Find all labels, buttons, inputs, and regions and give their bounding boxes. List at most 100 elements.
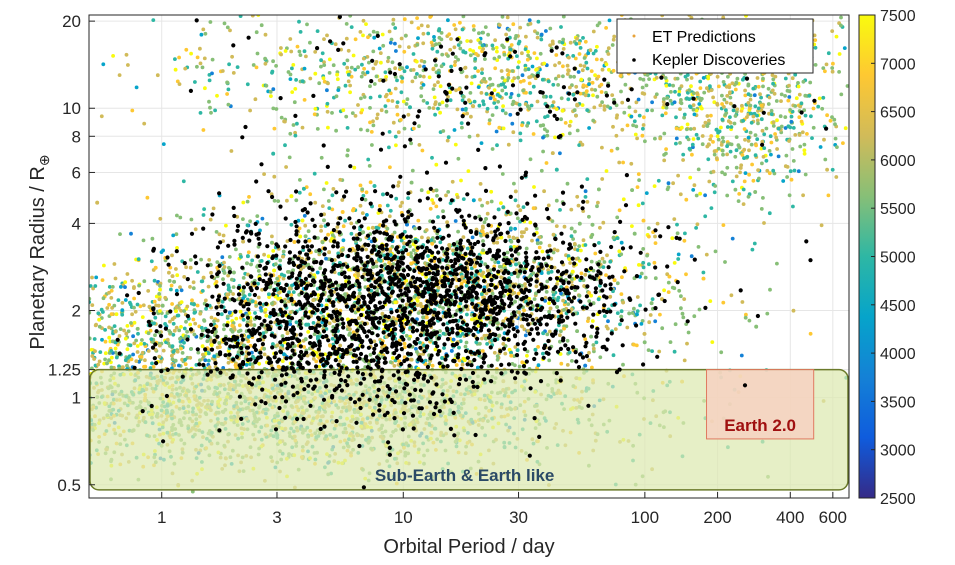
et-point xyxy=(189,347,194,351)
et-point xyxy=(677,288,682,293)
et-point xyxy=(530,238,534,243)
et-point xyxy=(434,188,439,193)
et-point xyxy=(555,248,560,253)
et-point xyxy=(215,345,220,350)
et-point xyxy=(367,164,372,168)
et-point xyxy=(538,241,543,245)
et-point xyxy=(280,334,285,338)
et-point xyxy=(481,239,485,243)
et-point xyxy=(572,242,577,246)
et-point xyxy=(226,356,231,360)
et-point xyxy=(260,287,264,292)
et-point xyxy=(160,303,165,308)
et-point xyxy=(635,295,640,299)
et-point xyxy=(653,319,658,324)
et-point xyxy=(154,294,159,299)
et-point xyxy=(537,245,542,250)
et-point xyxy=(266,254,271,259)
et-point xyxy=(252,323,257,328)
et-point xyxy=(174,309,178,314)
et-point xyxy=(92,357,96,361)
et-point xyxy=(520,324,525,329)
et-point xyxy=(466,169,471,174)
et-point xyxy=(470,298,475,303)
et-point xyxy=(396,183,400,188)
et-point xyxy=(349,351,353,356)
et-point xyxy=(248,319,253,324)
et-point xyxy=(424,315,429,320)
et-point xyxy=(653,276,658,281)
et-point xyxy=(548,306,553,311)
et-point xyxy=(93,349,97,353)
et-point xyxy=(583,363,588,368)
et-point xyxy=(264,313,269,318)
et-point xyxy=(171,321,176,326)
et-point xyxy=(222,265,227,269)
et-point xyxy=(245,223,250,228)
et-point xyxy=(660,326,665,331)
et-point xyxy=(178,285,182,289)
et-point xyxy=(625,325,630,330)
et-point xyxy=(241,217,245,222)
et-point xyxy=(471,24,476,28)
et-point xyxy=(247,292,252,297)
et-point xyxy=(136,257,141,262)
et-point xyxy=(227,255,232,259)
et-point xyxy=(601,220,606,225)
et-point xyxy=(208,217,213,222)
et-point xyxy=(521,205,526,210)
et-point xyxy=(682,238,687,243)
et-point xyxy=(239,255,243,259)
et-point xyxy=(453,219,458,223)
et-point xyxy=(253,311,257,315)
et-point xyxy=(643,275,648,280)
et-point xyxy=(406,196,410,201)
et-point xyxy=(173,358,178,363)
et-point xyxy=(402,236,406,241)
et-point xyxy=(397,180,401,185)
et-point xyxy=(212,354,217,359)
et-point xyxy=(179,288,184,293)
et-point xyxy=(541,351,545,356)
et-point xyxy=(541,331,546,336)
et-point xyxy=(561,298,565,303)
et-point xyxy=(565,338,570,343)
et-point xyxy=(332,258,337,262)
et-point xyxy=(404,333,409,338)
et-point xyxy=(319,229,323,233)
et-point xyxy=(271,151,276,156)
et-point xyxy=(405,97,410,102)
et-point xyxy=(163,314,168,319)
et-point xyxy=(345,153,350,158)
et-point xyxy=(638,303,642,308)
et-point xyxy=(138,304,143,309)
et-point xyxy=(368,106,372,110)
et-point xyxy=(481,270,486,275)
et-point xyxy=(112,262,117,266)
et-point xyxy=(499,201,503,206)
et-point xyxy=(509,239,514,244)
et-point xyxy=(132,286,136,290)
et-point xyxy=(459,178,463,183)
et-point xyxy=(653,241,658,246)
et-point xyxy=(569,207,574,212)
et-point xyxy=(171,350,176,354)
et-point xyxy=(303,223,308,228)
et-point xyxy=(289,222,294,227)
et-point xyxy=(135,302,140,307)
et-point xyxy=(233,363,238,367)
et-point xyxy=(632,306,636,311)
et-point xyxy=(587,77,592,82)
et-point xyxy=(326,199,331,203)
et-point xyxy=(259,259,264,263)
et-point xyxy=(450,298,454,302)
et-point xyxy=(107,290,111,295)
et-point xyxy=(465,246,470,251)
et-point xyxy=(134,338,139,343)
et-point xyxy=(485,211,490,216)
et-point xyxy=(460,362,465,367)
et-point xyxy=(428,206,433,211)
et-point xyxy=(364,22,368,26)
et-point xyxy=(478,268,483,273)
et-point xyxy=(230,323,235,328)
